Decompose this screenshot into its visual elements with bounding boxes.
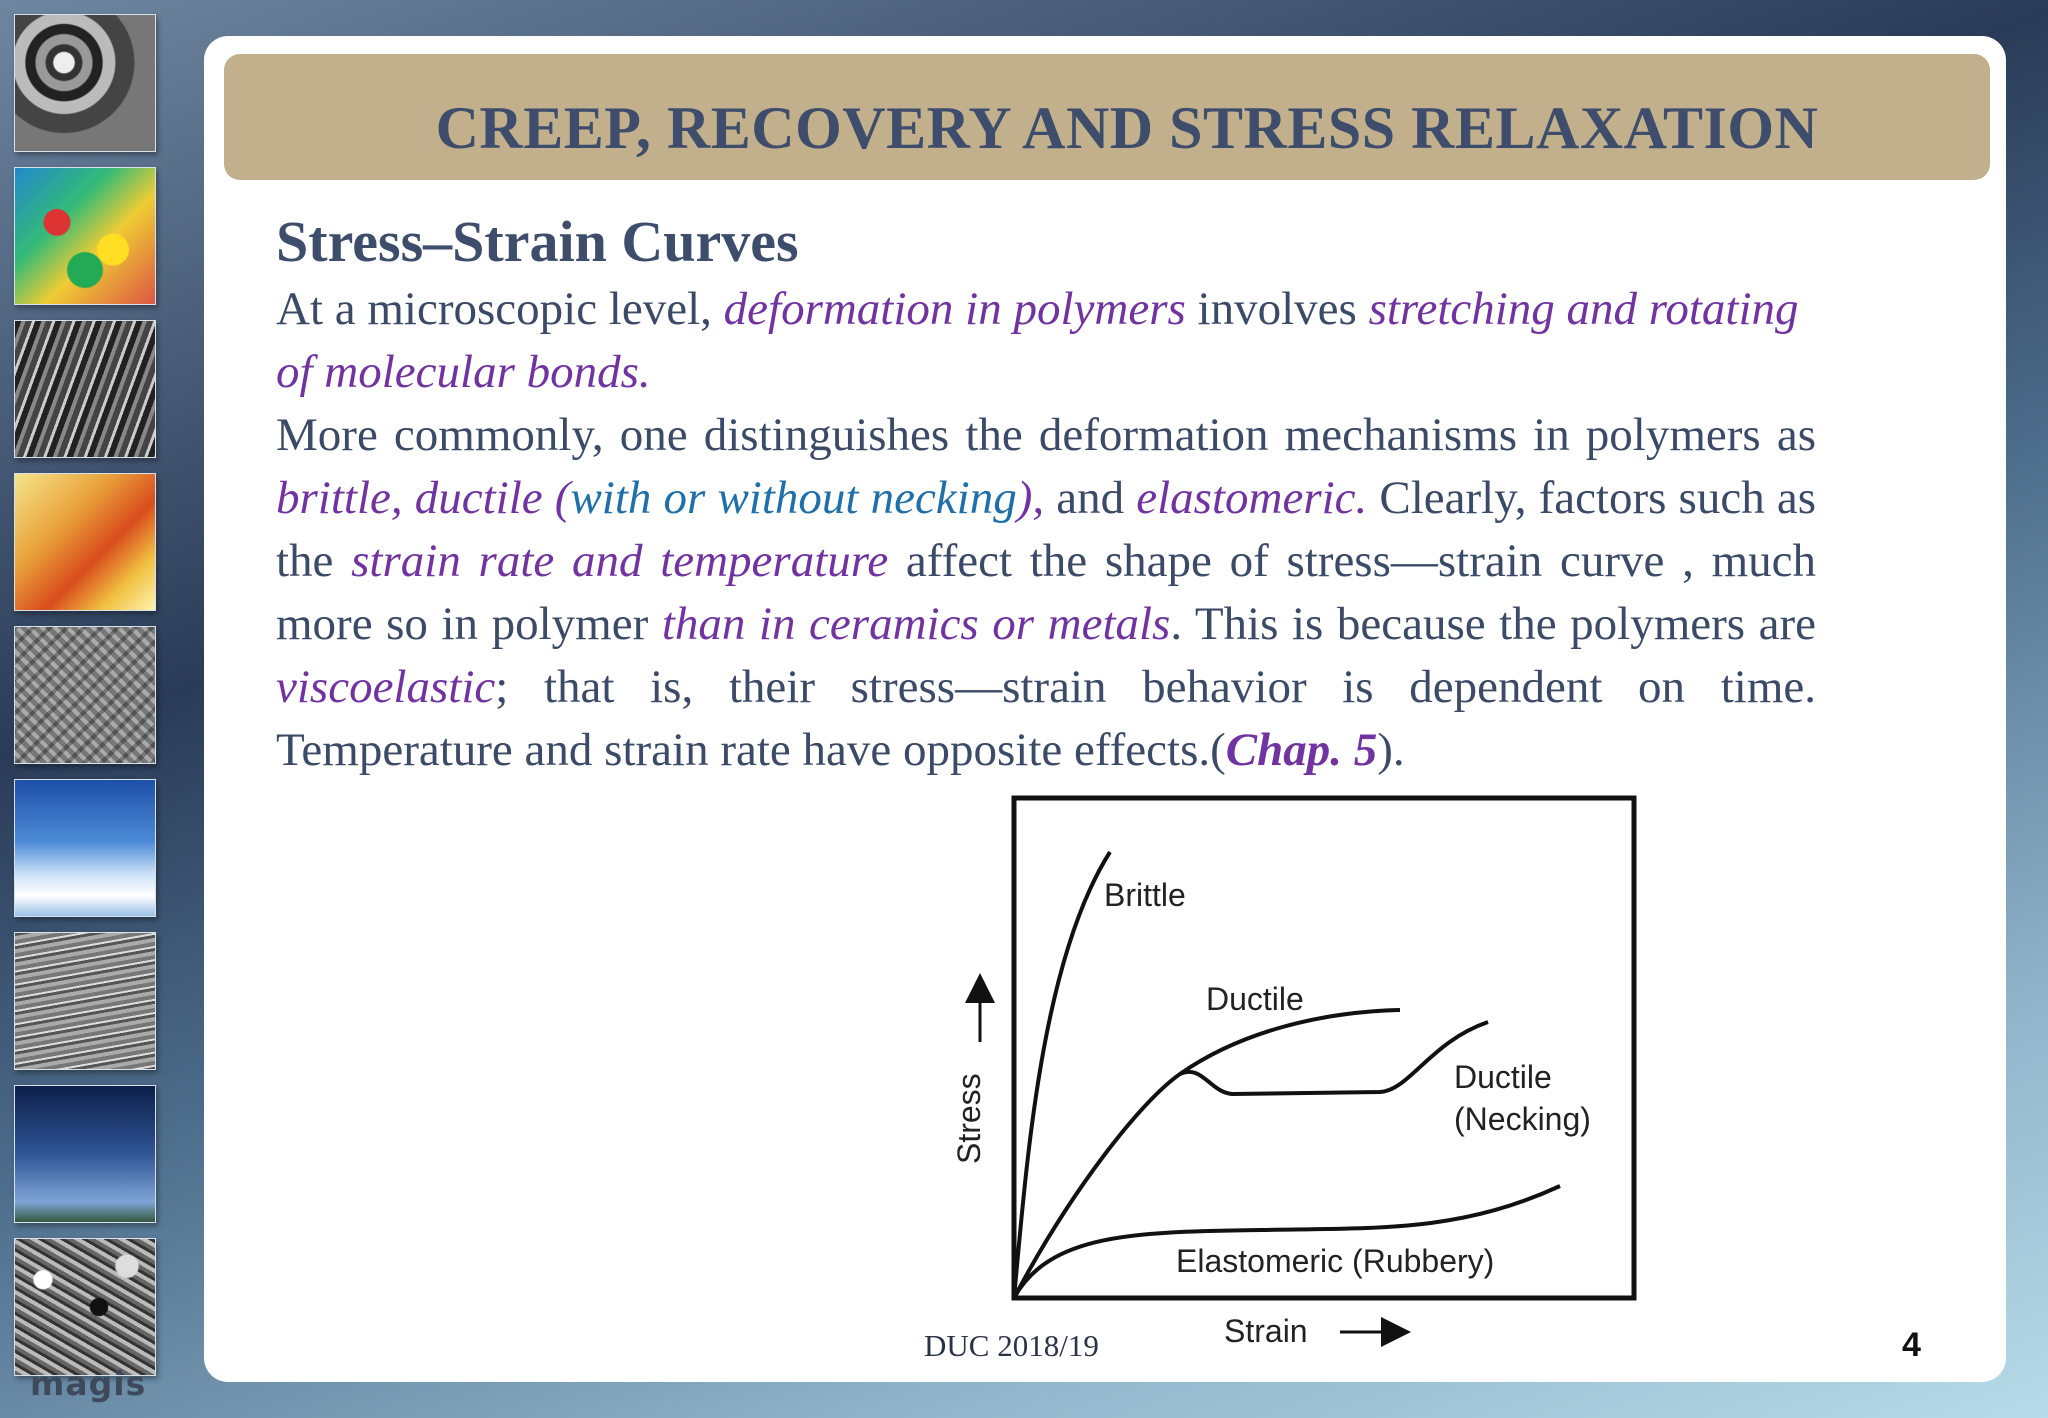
footer-text: DUC 2018/19: [924, 1328, 1099, 1363]
text-run: ).: [1377, 724, 1405, 776]
text-run: . This is because the polymers are: [1170, 598, 1816, 650]
text-run: and: [1044, 472, 1137, 524]
stress-strain-chart: Brittle Ductile Ductile (Necking) Elasto…: [951, 795, 1637, 1349]
emphasis-text: strain rate and temperature: [351, 535, 889, 587]
label-ductile: Ductile: [1206, 981, 1304, 1017]
wind-turbine-icon: [14, 1085, 156, 1223]
label-elastomeric: Elastomeric (Rubbery): [1176, 1243, 1494, 1279]
chapter-reference: Chap. 5: [1225, 724, 1378, 776]
title-bar: [224, 54, 1990, 180]
turbine-icon: [14, 14, 156, 152]
slide-title: CREEP, RECOVERY AND STRESS RELAXATION: [435, 95, 1819, 161]
slide-body: At a microscopic level, deformation in p…: [276, 278, 1816, 782]
text-run: More commonly, one distinguishes the def…: [276, 409, 1816, 461]
series-ductile-necking-line: [1179, 1020, 1489, 1097]
emphasis-text: viscoelastic: [276, 661, 496, 713]
text-run: Clearly, factors such as the: [276, 472, 1816, 587]
label-necking-line1: Ductile: [1454, 1059, 1552, 1095]
text-run: affect the shape of stress—strain curve …: [276, 535, 1816, 650]
stress-map-icon: [14, 167, 156, 305]
grain-icon: [14, 932, 156, 1070]
crystal-icon: [14, 473, 156, 611]
stress-strain-figure: Brittle Ductile Ductile (Necking) Elasto…: [940, 792, 1650, 1356]
series-brittle-line: [1012, 850, 1112, 1299]
label-brittle: Brittle: [1104, 877, 1186, 913]
emphasis-text: brittle, ductile (: [276, 472, 571, 524]
page-number: 4: [1902, 1326, 1921, 1364]
y-axis-label: Stress: [951, 1073, 987, 1164]
x-axis-label: Strain: [1224, 1313, 1308, 1349]
slide-panel: [204, 36, 2006, 1382]
series-ductile-line: [1012, 1008, 1401, 1299]
emphasis-text: deformation in polymers: [723, 283, 1186, 335]
fibers-icon: [14, 320, 156, 458]
chart-frame: [1011, 795, 1637, 1301]
label-necking-line2: (Necking): [1454, 1101, 1591, 1137]
series-elastomeric-line: [1012, 1184, 1561, 1299]
emphasis-text-blue: with or without necking: [570, 472, 1017, 524]
particles-icon: [14, 1238, 156, 1376]
airplane-icon: [14, 779, 156, 917]
sidebar-thumbnails: [14, 14, 156, 1391]
emphasis-text: stretching and rotating of molecular bon…: [276, 283, 1799, 398]
emphasis-text: elastomeric.: [1136, 472, 1368, 524]
text-run: At a microscopic level,: [276, 283, 724, 335]
microstructure-icon: [14, 626, 156, 764]
emphasis-text: than in ceramics or metals: [661, 598, 1171, 650]
text-run: involves: [1185, 283, 1369, 335]
text-run: ; that is, their stress—strain behavior …: [276, 661, 1816, 776]
paragraph-2: More commonly, one distinguishes the def…: [276, 404, 1816, 782]
slide-subtitle: Stress–Strain Curves: [276, 209, 799, 274]
paragraph-1: At a microscopic level, deformation in p…: [276, 278, 1816, 404]
magis-logo: magis: [30, 1364, 147, 1403]
emphasis-text: ),: [1016, 472, 1045, 524]
